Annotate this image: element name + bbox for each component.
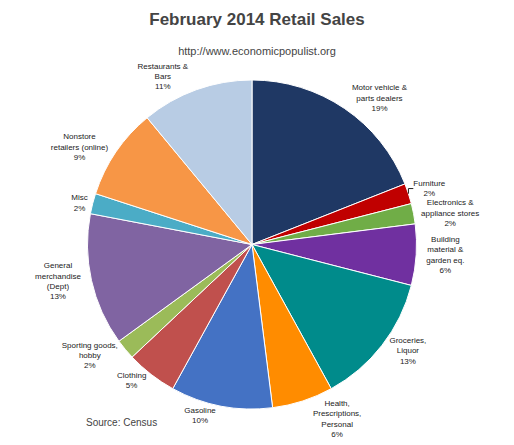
svg-text:Sporting goods,hobby2%: Sporting goods,hobby2% <box>62 341 118 371</box>
svg-text:Motor vehicle &parts dealers19: Motor vehicle &parts dealers19% <box>352 83 408 113</box>
svg-text:Health,Prescriptions,Personal6: Health,Prescriptions,Personal6% <box>313 399 361 439</box>
svg-text:Electronics &appliance stores2: Electronics &appliance stores2% <box>421 198 479 228</box>
svg-text:Restaurants &Bars11%: Restaurants &Bars11% <box>137 62 188 92</box>
svg-text:http://www.economicpopulist.or: http://www.economicpopulist.org <box>178 45 336 57</box>
svg-text:Generalmerchandise(Dept)13%: Generalmerchandise(Dept)13% <box>35 261 81 301</box>
svg-text:February 2014 Retail Sales: February 2014 Retail Sales <box>149 10 364 29</box>
svg-text:Source: Census: Source: Census <box>86 417 157 428</box>
svg-text:Clothing5%: Clothing5% <box>117 371 146 390</box>
svg-text:Nonstoreretailers (online)9%: Nonstoreretailers (online)9% <box>51 132 109 162</box>
svg-text:Gasoline10%: Gasoline10% <box>184 406 216 425</box>
svg-text:Misc2%: Misc2% <box>71 193 87 212</box>
svg-text:Furniture2%: Furniture2% <box>413 179 446 198</box>
svg-text:Buildingmaterial &garden eq.6%: Buildingmaterial &garden eq.6% <box>426 235 464 275</box>
svg-text:Groceries,Liquor13%: Groceries,Liquor13% <box>389 336 426 366</box>
